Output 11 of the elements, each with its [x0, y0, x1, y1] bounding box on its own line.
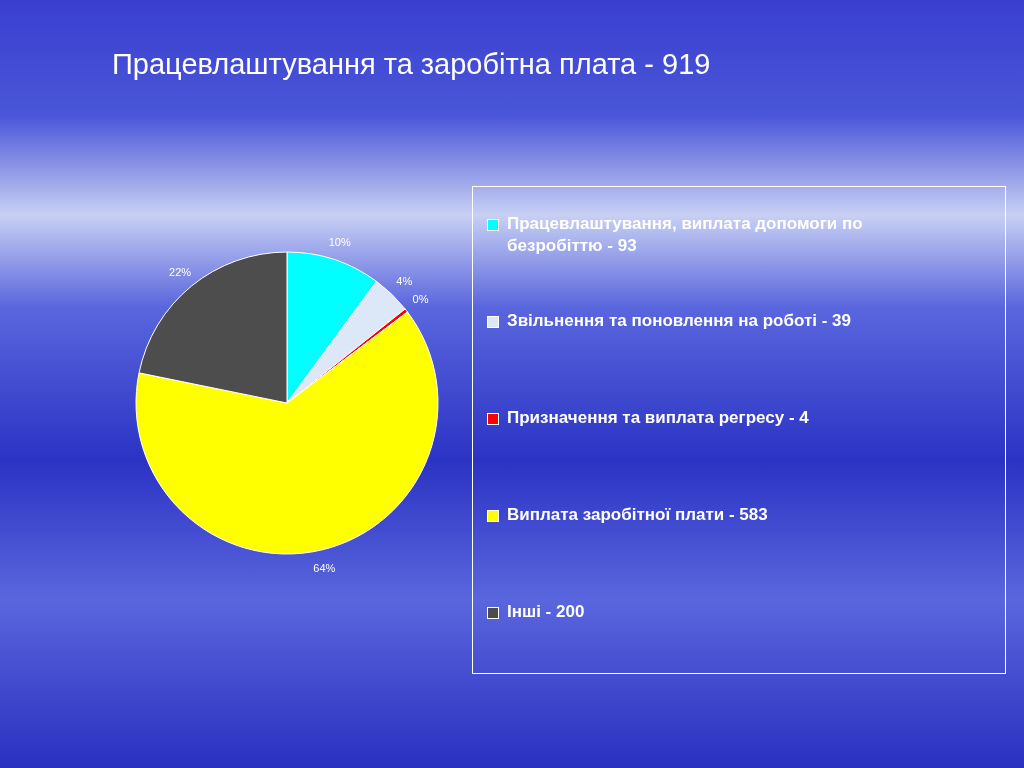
legend-label: Призначення та виплата регресу - 4	[507, 407, 810, 429]
legend-label: Звільнення та поновлення на роботі - 39	[507, 310, 852, 332]
data-label: 4%	[396, 275, 413, 288]
data-label: 10%	[328, 236, 351, 249]
chart-title: Працевлаштування та заробітна плата - 919	[112, 48, 711, 81]
data-label: 64%	[313, 561, 336, 574]
data-label: 0%	[412, 293, 429, 306]
legend-label: Виплата заробітної плати - 583	[507, 504, 769, 526]
legend-label: Працевлаштування, виплата допомоги по безробіттю - 93	[507, 213, 864, 257]
legend-label: Інші - 200	[507, 601, 586, 623]
data-label: 22%	[169, 266, 192, 279]
